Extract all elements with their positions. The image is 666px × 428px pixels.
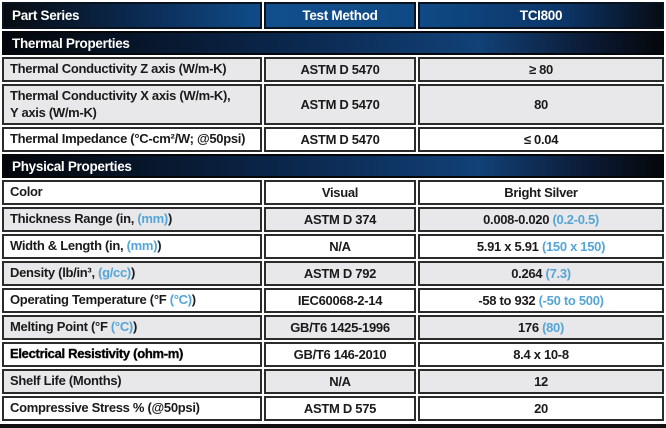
section-title: Thermal Properties	[2, 31, 664, 55]
value-text: Bright Silver	[504, 185, 578, 200]
table-row: Density (lb/in³, (g/cc)) ASTM D 792 0.264 …	[2, 261, 664, 286]
property-cell: Melting Point (°F (°C))	[2, 315, 262, 340]
metric-unit-text: (mm)	[126, 238, 158, 254]
property-cell: Electrical Resistivity (ohm-m)	[2, 342, 262, 367]
value-cell: 5.91 x 5.91 (150 x 150)	[418, 234, 664, 259]
property-cell: Density (lb/in³, (g/cc))	[2, 261, 262, 286]
value-cell: Bright Silver	[418, 180, 664, 205]
property-text: Density (lb/in³,	[10, 265, 99, 281]
test-method-cell: ASTM D 5470	[264, 84, 416, 125]
property-cell: Compressive Stress % (@50psi)	[2, 396, 262, 421]
section-header-row: Physical Properties	[2, 154, 664, 178]
value-text: ≥ 80	[528, 62, 553, 77]
value-text: 5.91 x 5.91	[476, 239, 542, 254]
metric-value-text: (80)	[542, 320, 565, 335]
property-text: Operating Temperature (°F	[10, 292, 170, 308]
metric-unit-text: (mm)	[137, 211, 168, 227]
value-text: ≤ 0.04	[523, 132, 559, 147]
value-cell: -58 to 932 (-50 to 500)	[418, 288, 664, 313]
metric-unit-text: (°C)	[110, 319, 133, 335]
metric-value-text: (7.3)	[545, 266, 572, 281]
property-text: )	[132, 319, 137, 335]
property-text: Electrical Resistivity (ohm-m)	[10, 346, 184, 362]
test-method-cell: ASTM D 5470	[264, 57, 416, 82]
table-row: Operating Temperature (°F (°C)) IEC60068-…	[2, 288, 664, 313]
table-row: Color Visual Bright Silver	[2, 180, 664, 205]
table-row: Thermal Conductivity X axis (W/m-K), Y a…	[2, 84, 664, 125]
property-cell: Color	[2, 180, 262, 205]
test-method-cell: GB/T6 146-2010	[264, 342, 416, 367]
value-cell: ≤ 0.04	[418, 127, 664, 152]
property-cell: Operating Temperature (°F (°C))	[2, 288, 262, 313]
value-cell: 8.4 x 10-8	[418, 342, 664, 367]
value-cell: 0.264 (7.3)	[418, 261, 664, 286]
property-cell: Thermal Impedance (°C-cm²/W; @50psi)	[2, 127, 262, 152]
table-row: Width & Length (in, (mm)) N/A 5.91 x 5.91 …	[2, 234, 664, 259]
table-row: Compressive Stress % (@50psi) ASTM D 575 2…	[2, 396, 664, 421]
table-row: Thickness Range (in, (mm)) ASTM D 374 0.00…	[2, 207, 664, 232]
test-method-cell: IEC60068-2-14	[264, 288, 416, 313]
property-cell: Shelf Life (Months)	[2, 369, 262, 394]
property-text: Width & Length (in,	[10, 238, 127, 254]
property-text: )	[157, 238, 162, 254]
value-text: 0.264	[511, 266, 546, 281]
test-method-cell: N/A	[264, 369, 416, 394]
test-method-cell: ASTM D 374	[264, 207, 416, 232]
table-row: Shelf Life (Months) N/A 12	[2, 369, 664, 394]
value-text: 80	[534, 97, 548, 112]
test-method-cell: GB/T6 1425-1996	[264, 315, 416, 340]
metric-unit-text: (°C)	[169, 292, 192, 308]
value-cell: 0.008-0.020 (0.2-0.5)	[418, 207, 664, 232]
test-method-cell: ASTM D 575	[264, 396, 416, 421]
value-text: -58 to 932	[478, 293, 539, 308]
column-header-part-series: Part Series	[2, 2, 262, 29]
table-row: Melting Point (°F (°C)) GB/T6 1425-1996 17…	[2, 315, 664, 340]
property-text: Compressive Stress % (@50psi)	[10, 400, 200, 416]
test-method-cell: ASTM D 792	[264, 261, 416, 286]
metric-value-text: (-50 to 500)	[538, 293, 604, 308]
value-cell: 20	[418, 396, 664, 421]
property-text: Thermal Conductivity Z axis (W/m-K)	[10, 61, 227, 77]
section-title: Physical Properties	[2, 154, 664, 178]
value-cell: ≥ 80	[418, 57, 664, 82]
value-text: 20	[534, 401, 548, 416]
value-cell: 80	[418, 84, 664, 125]
property-text: )	[167, 211, 172, 227]
value-cell: 176 (80)	[418, 315, 664, 340]
value-text: 0.008-0.020	[483, 212, 553, 227]
column-header-test-method: Test Method	[264, 2, 416, 29]
property-cell: Thickness Range (in, (mm))	[2, 207, 262, 232]
metric-value-text: (0.2-0.5)	[552, 212, 599, 227]
table-row: Electrical Resistivity (ohm-m) GB/T6 146-…	[2, 342, 664, 367]
table-header-row: Part Series Test Method TCI800	[2, 2, 664, 29]
value-text: 8.4 x 10-8	[513, 347, 569, 362]
property-text: Thermal Impedance (°C-cm²/W; @50psi)	[10, 131, 246, 147]
property-text: )	[130, 265, 135, 281]
property-cell: Thermal Conductivity X axis (W/m-K), Y a…	[2, 84, 262, 125]
property-text: Color	[10, 184, 43, 200]
value-text: 12	[534, 374, 548, 389]
property-cell: Width & Length (in, (mm))	[2, 234, 262, 259]
section-header-row: Thermal Properties	[2, 31, 664, 55]
metric-value-text: (150 x 150)	[541, 239, 606, 254]
metric-unit-text: (g/cc)	[98, 265, 131, 281]
property-text: Thermal Conductivity X axis (W/m-K), Y a…	[10, 88, 231, 120]
table-row: Thermal Conductivity Z axis (W/m-K) ASTM …	[2, 57, 664, 82]
property-cell: Thermal Conductivity Z axis (W/m-K)	[2, 57, 262, 82]
table-row: Thermal Impedance (°C-cm²/W; @50psi) ASTM…	[2, 127, 664, 152]
test-method-cell: ASTM D 5470	[264, 127, 416, 152]
property-text: Melting Point (°F	[10, 319, 111, 335]
test-method-cell: Visual	[264, 180, 416, 205]
column-header-tci800: TCI800	[418, 2, 664, 29]
test-method-cell: N/A	[264, 234, 416, 259]
property-text: )	[191, 292, 196, 308]
value-cell: 12	[418, 369, 664, 394]
value-text: 176	[517, 320, 543, 335]
property-text: Thickness Range (in,	[10, 211, 138, 227]
property-text: Shelf Life (Months)	[10, 373, 122, 389]
